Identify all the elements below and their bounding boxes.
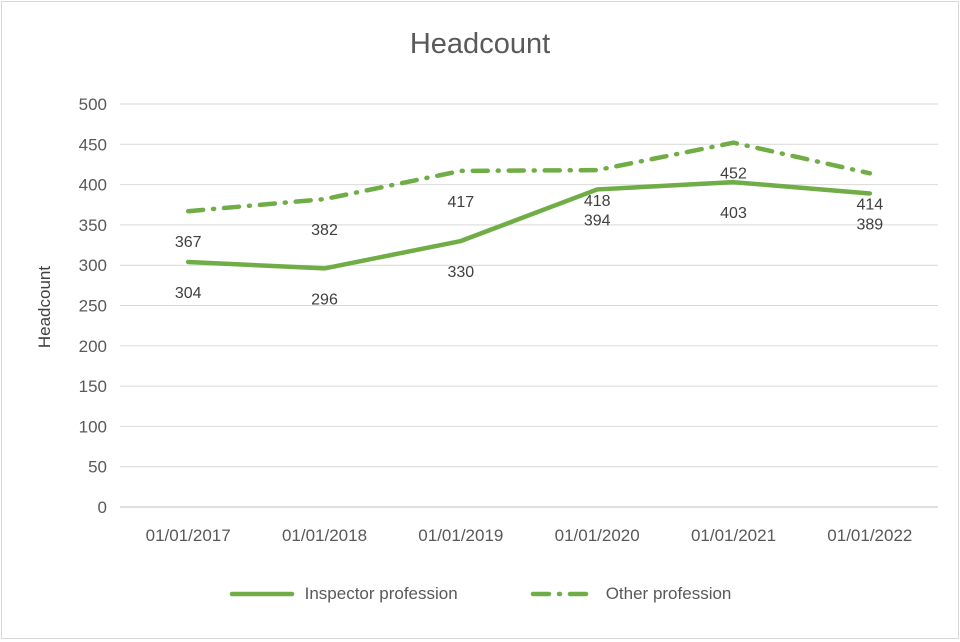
series-line-other-profession bbox=[185, 140, 873, 214]
legend-line-solid-icon bbox=[229, 591, 294, 597]
data-label: 417 bbox=[447, 194, 474, 211]
legend-label-other: Other profession bbox=[605, 584, 732, 603]
data-label: 452 bbox=[720, 166, 747, 183]
legend-item-other: Other profession bbox=[530, 584, 732, 604]
series-line-inspector-profession bbox=[185, 179, 873, 271]
y-tick-label: 500 bbox=[79, 95, 107, 114]
y-tick-label: 200 bbox=[79, 337, 107, 356]
data-label: 418 bbox=[584, 193, 611, 210]
data-label: 414 bbox=[856, 196, 883, 213]
legend-line-dashdot-icon bbox=[530, 591, 595, 597]
y-tick-label: 350 bbox=[79, 216, 107, 235]
x-tick-label: 01/01/2017 bbox=[146, 526, 231, 545]
legend-label-inspector: Inspector profession bbox=[304, 584, 458, 603]
data-label: 389 bbox=[856, 216, 883, 233]
x-tick-label: 01/01/2019 bbox=[418, 526, 503, 545]
y-tick-label: 50 bbox=[88, 458, 107, 477]
y-tick-label: 150 bbox=[79, 377, 107, 396]
x-tick-label: 01/01/2022 bbox=[827, 526, 912, 545]
x-tick-label: 01/01/2021 bbox=[691, 526, 776, 545]
y-tick-label: 100 bbox=[79, 417, 107, 436]
data-label: 394 bbox=[584, 212, 611, 229]
y-tick-label: 400 bbox=[79, 176, 107, 195]
data-label: 304 bbox=[175, 285, 202, 302]
y-tick-label: 450 bbox=[79, 135, 107, 154]
x-tick-label: 01/01/2018 bbox=[282, 526, 367, 545]
data-label: 382 bbox=[311, 222, 338, 239]
y-tick-label: 250 bbox=[79, 297, 107, 316]
y-tick-label: 300 bbox=[79, 256, 107, 275]
data-label: 330 bbox=[447, 264, 474, 281]
legend-item-inspector: Inspector profession bbox=[229, 584, 458, 604]
x-tick-label: 01/01/2020 bbox=[555, 526, 640, 545]
legend: Inspector profession Other profession bbox=[2, 584, 958, 604]
data-label: 367 bbox=[175, 234, 202, 251]
y-tick-label: 0 bbox=[98, 498, 107, 517]
data-label: 403 bbox=[720, 205, 747, 222]
chart-title: Headcount bbox=[409, 28, 551, 60]
data-label: 296 bbox=[311, 291, 338, 308]
